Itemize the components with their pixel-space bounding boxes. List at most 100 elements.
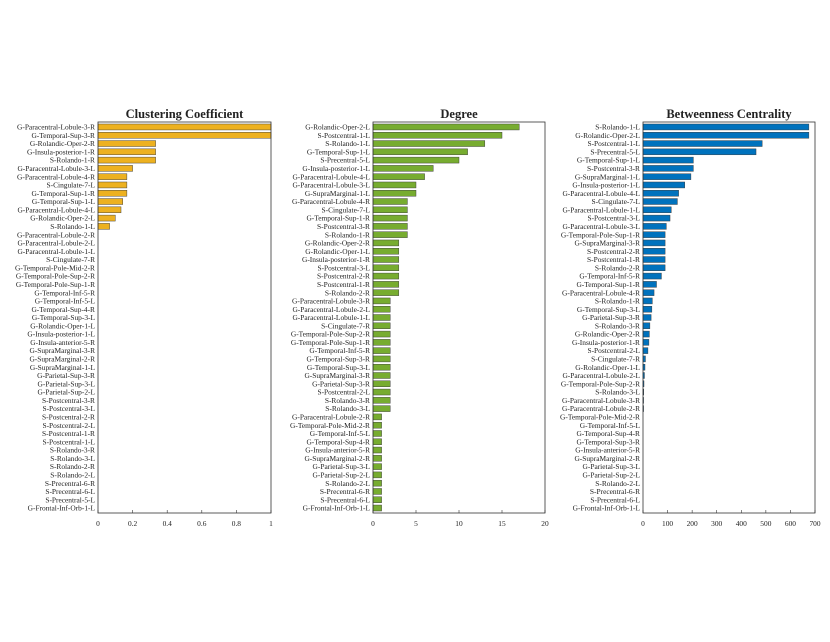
- bar: [372, 413, 382, 421]
- category-label: S-Rolando-2-L: [50, 470, 95, 479]
- bar: [642, 347, 649, 354]
- x-tick-label: 15: [498, 519, 506, 528]
- category-label: S-Precentral-5-L: [590, 147, 640, 156]
- bar: [642, 314, 652, 321]
- bar: [97, 190, 128, 197]
- category-label: S-Postcentral-3-L: [317, 263, 370, 272]
- bar: [97, 214, 116, 222]
- bar: [372, 421, 382, 429]
- category-label: S-Postcentral-1-R: [317, 280, 370, 289]
- x-tick-label: 400: [736, 519, 747, 528]
- bar: [372, 132, 503, 139]
- category-label: S-Cingulate-7-R: [591, 355, 640, 364]
- category-label: G-Temporal-Pole-Sup-2-R: [16, 272, 95, 281]
- category-label: G-Insula-anterior-5-R: [30, 338, 95, 347]
- category-label: G-Temporal-Sup-3-R: [306, 355, 370, 364]
- category-label: S-Postcentral-2-R: [317, 272, 370, 281]
- category-label: G-Paracentral-Lobule-1-L: [562, 205, 640, 214]
- category-label: S-Rolando-3-R: [50, 446, 95, 455]
- axes-frame: [97, 121, 272, 514]
- category-label: S-Rolando-2-L: [595, 479, 640, 488]
- bar: [97, 123, 272, 131]
- bar: [372, 446, 382, 454]
- bar: [642, 231, 666, 238]
- panel-degree: Degree G-Rolandic-Oper-2-L S-Postcentral-1…: [290, 107, 549, 528]
- category-label: G-Paracentral-Lobule-3-L: [17, 164, 95, 173]
- bar: [97, 132, 272, 139]
- bar: [642, 173, 692, 180]
- category-label: G-Temporal-Inf-5-R: [579, 272, 640, 281]
- category-label: G-Temporal-Sup-3-R: [31, 131, 95, 140]
- category-label: G-Paracentral-Lobule-4-R: [292, 197, 370, 206]
- category-label: S-Postcentral-3-R: [317, 222, 370, 231]
- category-label: G-Insula-posterior-1-R: [302, 255, 370, 264]
- bar: [372, 281, 400, 288]
- panel-clustering: Clustering Coefficient G-Paracentral-Lobu…: [15, 107, 273, 528]
- category-label: G-Rolandic-Oper-2-L: [575, 131, 640, 140]
- category-label: G-Paracentral-Lobule-4-L: [292, 172, 370, 181]
- category-label: S-Rolando-2-R: [325, 288, 370, 297]
- category-label: G-Paracentral-Lobule-4-L: [17, 205, 95, 214]
- category-label: G-Insula-anterior-5-R: [575, 446, 640, 455]
- category-label: S-Postcentral-2-L: [317, 388, 370, 397]
- bar: [97, 223, 110, 230]
- bar: [97, 140, 156, 147]
- bar: [372, 256, 400, 263]
- category-label: G-Temporal-Inf-5-R: [309, 346, 370, 355]
- category-label: S-Precentral-5-L: [45, 495, 95, 504]
- category-label: S-Cingulate-7-R: [321, 321, 370, 330]
- bar: [372, 314, 391, 321]
- category-label: G-SupraMarginal-2-R: [304, 454, 370, 463]
- bar: [97, 206, 122, 214]
- bar: [642, 190, 679, 197]
- category-label: G-Temporal-Inf-5-L: [580, 421, 641, 430]
- bar: [372, 248, 400, 255]
- category-label: G-Paracentral-Lobule-3-R: [292, 297, 370, 306]
- x-tick-label: 1: [269, 519, 273, 528]
- category-label: G-Temporal-Sup-3-L: [577, 305, 641, 314]
- panel-title: Betweenness Centrality: [666, 107, 792, 121]
- category-label: G-Frontal-Inf-Orb-1-L: [303, 504, 371, 513]
- bar: [642, 289, 655, 296]
- category-label: G-Rolandic-Oper-2-L: [305, 123, 370, 132]
- category-label: G-Temporal-Inf-5-R: [34, 288, 95, 297]
- category-label: S-Precentral-6-L: [45, 487, 95, 496]
- category-label: G-Temporal-Pole-Mid-2-R: [290, 421, 370, 430]
- category-label: G-Temporal-Sup-4-R: [576, 429, 640, 438]
- category-label: G-Temporal-Sup-1-R: [31, 189, 95, 198]
- category-label: G-Paracentral-Lobule-3-L: [562, 222, 640, 231]
- category-label: G-Temporal-Pole-Sup-1-R: [16, 280, 95, 289]
- category-label: G-Temporal-Sup-1-L: [32, 197, 96, 206]
- category-label: G-Insula-posterior-1-R: [572, 338, 640, 347]
- category-label: S-Rolando-1-L: [50, 222, 95, 231]
- bar: [372, 347, 391, 354]
- bar: [372, 223, 408, 230]
- bar: [642, 123, 810, 131]
- category-label: G-Paracentral-Lobule-1-L: [17, 247, 95, 256]
- category-label: G-Frontal-Inf-Orb-1-L: [28, 504, 96, 513]
- category-label: G-Insula-anterior-5-R: [305, 446, 370, 455]
- category-label: G-Paracentral-Lobule-3-L: [292, 181, 370, 190]
- bar: [372, 339, 391, 346]
- category-label: G-Temporal-Sup-4-R: [306, 437, 370, 446]
- bar: [372, 206, 408, 214]
- bar: [642, 322, 651, 329]
- category-label: G-Temporal-Inf-5-L: [310, 429, 371, 438]
- panel-title: Degree: [440, 107, 478, 121]
- bar: [642, 140, 763, 147]
- bar: [372, 231, 408, 238]
- bar: [372, 388, 391, 396]
- category-label: G-SupraMarginal-3-R: [574, 239, 640, 248]
- x-tick-label: 10: [455, 519, 463, 528]
- bar: [372, 165, 434, 172]
- category-label: G-Temporal-Sup-3-L: [307, 363, 371, 372]
- category-label: G-SupraMarginal-1-L: [305, 189, 371, 198]
- bar: [372, 272, 400, 280]
- bar: [642, 181, 685, 189]
- category-label: S-Postcentral-2-L: [42, 421, 95, 430]
- category-label: G-Rolandic-Oper-2-L: [30, 214, 95, 223]
- category-label: S-Rolando-1-R: [50, 156, 95, 165]
- category-label: G-Insula-posterior-1-R: [27, 147, 95, 156]
- bar: [372, 380, 391, 387]
- bar: [372, 479, 382, 487]
